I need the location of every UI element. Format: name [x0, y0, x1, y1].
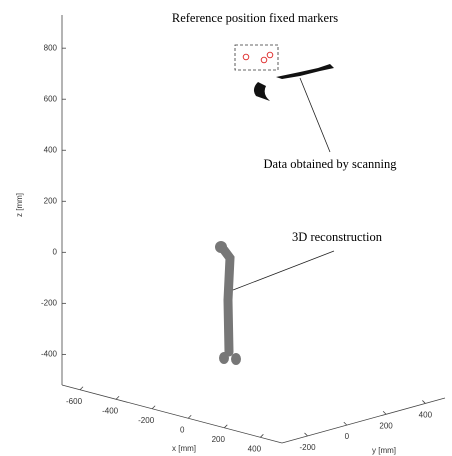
annotation: 3D reconstruction — [292, 230, 383, 244]
z-tick-label: 800 — [44, 43, 58, 52]
x-tick-label: -600 — [66, 397, 83, 406]
x-tick — [260, 434, 263, 437]
scan-data — [254, 82, 270, 101]
y-tick-label: -200 — [300, 443, 317, 452]
y-tick-label: 0 — [345, 432, 350, 441]
bone — [224, 250, 230, 352]
chart: z [mm] x [mm] y [mm] Reference position … — [0, 0, 452, 456]
z-tick-label: 600 — [44, 94, 58, 103]
scan-data — [276, 64, 334, 79]
x-tick-label: -400 — [102, 406, 119, 415]
x-axis — [62, 385, 282, 443]
z-tick-label: -200 — [41, 298, 58, 307]
z-axis-label: z [mm] — [15, 193, 24, 217]
y-tick-label: 200 — [379, 421, 393, 430]
bone — [231, 353, 241, 365]
y-tick-label: 400 — [419, 411, 433, 420]
z-tick-label: 200 — [44, 196, 58, 205]
marker — [267, 52, 273, 58]
y-tick — [383, 411, 386, 414]
x-tick — [152, 406, 155, 409]
annotation: Data obtained by scanning — [264, 157, 398, 171]
x-tick — [80, 387, 83, 390]
x-tick-label: 200 — [212, 435, 226, 444]
marker — [261, 57, 267, 63]
y-axis-label: y [mm] — [372, 446, 396, 455]
bone — [219, 352, 229, 364]
leader-line — [300, 78, 330, 152]
marker — [243, 54, 249, 60]
x-tick — [188, 415, 191, 418]
x-tick-label: -200 — [138, 416, 155, 425]
x-tick — [116, 396, 119, 399]
x-tick — [224, 425, 227, 428]
y-tick — [344, 422, 347, 425]
x-axis-label: x [mm] — [172, 444, 196, 453]
x-tick-label: 0 — [180, 425, 185, 434]
annotation: Reference position fixed markers — [172, 11, 338, 25]
x-tick-label: 400 — [248, 444, 262, 453]
y-tick — [305, 433, 308, 436]
z-tick-label: -400 — [41, 349, 58, 358]
y-axis — [282, 398, 445, 443]
y-tick — [422, 400, 425, 403]
z-tick-label: 400 — [44, 145, 58, 154]
z-tick-label: 0 — [53, 247, 58, 256]
leader-line — [233, 251, 334, 290]
